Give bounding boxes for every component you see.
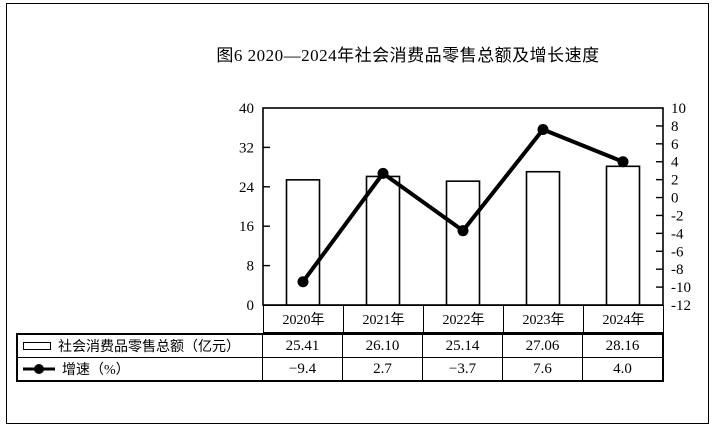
table-row-retail-total: 社会消费品零售总额（亿元） 25.41 26.10 25.14 27.06 28… — [18, 335, 662, 357]
svg-text:8: 8 — [671, 119, 679, 135]
table-value: 26.10 — [343, 335, 423, 357]
legend-data-table: 社会消费品零售总额（亿元） 25.41 26.10 25.14 27.06 28… — [16, 333, 664, 382]
svg-text:24: 24 — [239, 180, 255, 196]
svg-text:-4: -4 — [671, 226, 684, 242]
year-cell: 2024年 — [583, 306, 663, 332]
svg-text:2: 2 — [671, 173, 679, 189]
svg-text:40: 40 — [239, 101, 254, 117]
table-value: 27.06 — [503, 335, 583, 357]
table-value: 7.6 — [503, 358, 583, 380]
table-value: 4.0 — [613, 360, 632, 377]
table-value: −3.7 — [423, 358, 503, 380]
year-cell: 2021年 — [343, 306, 423, 332]
series-label: 增速（%） — [62, 363, 130, 378]
svg-text:-8: -8 — [671, 262, 684, 278]
figure-border — [6, 3, 709, 424]
svg-text:-6: -6 — [671, 244, 684, 260]
year-cell: 2020年 — [282, 313, 325, 328]
table-value: 2.7 — [343, 358, 423, 380]
legend-cell: 社会消费品零售总额（亿元） — [18, 335, 263, 357]
year-cell: 2023年 — [503, 306, 583, 332]
chart-title: 图6 2020—2024年社会消费品零售总额及增长速度 — [216, 46, 600, 65]
table-value: 25.41 — [263, 335, 343, 357]
bar-series-icon — [23, 342, 51, 350]
line-series-icon — [23, 364, 55, 374]
svg-text:32: 32 — [239, 140, 254, 156]
series-label: 社会消费品零售总额（亿元） — [58, 340, 240, 355]
svg-text:-2: -2 — [671, 208, 684, 224]
svg-text:-12: -12 — [671, 298, 691, 314]
x-axis-category-row: 2020年 2021年 2022年 2023年 2024年 — [263, 305, 664, 333]
legend-cell: 增速（%） — [18, 358, 263, 380]
svg-text:6: 6 — [671, 137, 679, 153]
table-value: −9.4 — [263, 358, 343, 380]
svg-text:16: 16 — [239, 219, 255, 235]
svg-text:10: 10 — [671, 101, 686, 117]
svg-text:0: 0 — [671, 191, 679, 207]
table-value: 28.16 — [605, 337, 640, 354]
svg-text:4: 4 — [671, 155, 679, 171]
svg-text:0: 0 — [247, 298, 255, 314]
table-row-growth-rate: 增速（%） −9.4 2.7 −3.7 7.6 4.0 — [18, 357, 662, 380]
year-cell: 2022年 — [423, 306, 503, 332]
svg-text:-10: -10 — [671, 280, 691, 296]
table-value: 25.14 — [423, 335, 503, 357]
svg-text:8: 8 — [247, 259, 255, 275]
